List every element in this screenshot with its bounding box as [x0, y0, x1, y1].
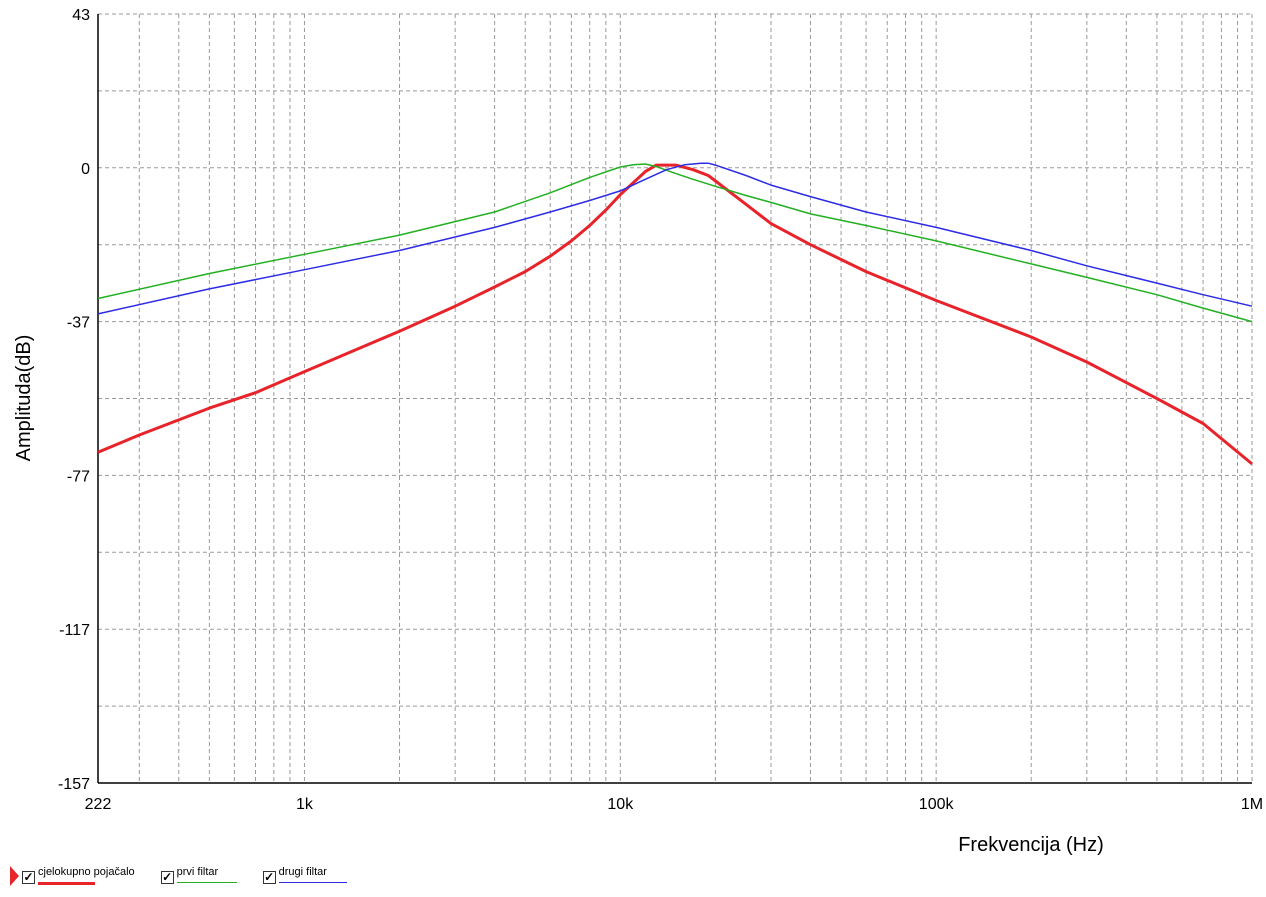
legend-item-cjelokupno[interactable]: ✓ cjelokupno pojačalo	[22, 866, 135, 885]
y-tick-label: -77	[67, 468, 90, 485]
series-line-2	[97, 163, 1253, 323]
legend-label-prvi: prvi filtar	[176, 866, 219, 878]
legend-label-cjelokupno: cjelokupno pojačalo	[38, 866, 135, 878]
legend-swatch-cjelokupno	[38, 882, 95, 885]
x-axis-label: Frekvencija (Hz)	[958, 834, 1104, 856]
y-tick-label: -117	[59, 622, 90, 639]
y-tick-label: 0	[81, 161, 90, 178]
axes	[97, 14, 1252, 784]
x-tick-label: 100k	[919, 796, 955, 813]
grid-lines	[98, 13, 1253, 784]
x-tick-label: 222	[85, 796, 112, 813]
legend-item-prvi[interactable]: ✓ prvi filtar	[160, 866, 237, 884]
y-tick-label: -157	[58, 776, 90, 793]
active-series-marker-icon	[10, 866, 19, 886]
checkbox-cjelokupno[interactable]: ✓	[22, 870, 35, 884]
x-tick-label: 1M	[1241, 796, 1263, 813]
legend-swatch-prvi	[176, 882, 237, 883]
legend-label-drugi: drugi filtar	[278, 866, 327, 878]
legend-swatch-drugi	[278, 882, 347, 883]
series-line-3	[97, 162, 1253, 315]
checkbox-drugi[interactable]: ✓	[262, 870, 276, 884]
bode-plot: 222 1k 10k 100k 1M 43 0 -37 -77 -117 -157 Amplitud…	[13, 7, 1263, 856]
legend: ✓ cjelokupno pojačalo ✓ prvi filtar ✓ dr…	[10, 866, 347, 894]
checkbox-prvi[interactable]: ✓	[160, 870, 174, 884]
series-lines	[97, 162, 1253, 466]
y-tick-label: 43	[72, 7, 90, 24]
x-tick-label: 10k	[607, 796, 634, 813]
y-axis-label: Amplituda(dB)	[13, 335, 35, 462]
legend-item-drugi[interactable]: ✓ drugi filtar	[262, 866, 347, 884]
series-line-1	[97, 163, 1253, 466]
x-tick-label: 1k	[296, 796, 314, 813]
tick-labels: 222 1k 10k 100k 1M 43 0 -37 -77 -117 -157	[58, 7, 1263, 813]
y-tick-label: -37	[67, 315, 90, 332]
